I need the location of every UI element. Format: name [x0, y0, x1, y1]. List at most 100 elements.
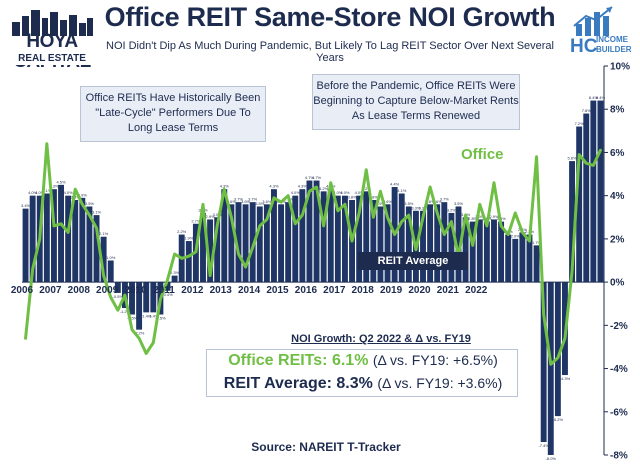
reit-average-bar [476, 219, 483, 283]
reit-average-bar [441, 202, 448, 283]
y-tick-label: 2% [610, 234, 625, 245]
reit-average-bar [65, 195, 72, 283]
bar-value-label: 4.0% [355, 190, 365, 195]
reit-average-bar [427, 204, 434, 283]
reit-average-bar [249, 202, 256, 283]
bar-value-label: -1.5% [127, 316, 138, 321]
bar-value-label: 3.8% [369, 194, 379, 199]
bar-value-label: -1.2% [120, 309, 131, 314]
annotation-late-cycle-line3: Long Lease Terms [127, 122, 219, 134]
bar-value-label: 3.7% [248, 197, 258, 202]
bar-value-label: 8.4% [596, 95, 606, 100]
reit-average-bar [569, 161, 576, 283]
reit-average-bar [263, 204, 270, 283]
bar-value-label: 2.7% [191, 218, 201, 223]
bar-value-label: 2.8% [468, 216, 478, 221]
office-line-layer [24, 142, 602, 366]
reit-average-bar [398, 193, 405, 283]
reit-average-bar [72, 199, 79, 283]
bar-value-label: 4.0% [340, 190, 350, 195]
reit-average-bar [320, 191, 327, 283]
bar-value-label: -0.4% [162, 292, 173, 297]
bar-value-label: 3.9% [78, 192, 88, 197]
y-tick-label: -8% [610, 451, 628, 462]
reit-average-bar [136, 282, 143, 330]
source-note: Source: NAREIT T-Tracker [251, 440, 401, 454]
summary-reit-line: REIT Average: 8.3% (Δ vs. FY19: +3.6%) [207, 375, 519, 393]
summary-office-value: 6.1% [331, 352, 369, 369]
bar-value-label: 7.2% [575, 121, 585, 126]
x-tick-label: 2006 [11, 285, 34, 296]
reit-average-bar [185, 241, 192, 283]
summary-office-label: Office REITs: [228, 352, 328, 369]
bar-value-label: 3.6% [241, 199, 251, 204]
annotation-below-market: Before the Pandemic, Office REITs Were B… [312, 74, 520, 130]
reit-average-bar [207, 219, 214, 283]
bar-value-label: 2.0% [511, 233, 521, 238]
income-builder-hc: HC [570, 36, 598, 57]
reit-average-bar [200, 212, 206, 283]
x-tick-label: 2017 [323, 285, 346, 296]
x-tick-label: 2007 [39, 285, 62, 296]
reit-average-bar [519, 232, 526, 283]
reit-average-bar [377, 206, 384, 283]
reit-average-bar [29, 195, 36, 283]
bar-value-label: 4.7% [305, 175, 315, 180]
reit-average-bar [164, 282, 171, 291]
reit-average-bar [214, 217, 221, 283]
bar-value-label: -0.5% [113, 294, 124, 299]
reit-average-bar [405, 206, 412, 283]
bar-value-label: 0.3% [170, 270, 180, 275]
bar-value-label: 2.9% [489, 214, 499, 219]
reit-average-bar [86, 206, 93, 283]
reit-average-bar [512, 238, 519, 283]
y-tick-label: -2% [610, 321, 628, 332]
y-tick-label: -4% [610, 364, 628, 375]
bar-value-label: 3.2% [447, 207, 457, 212]
y-tick-label: 6% [610, 148, 625, 159]
reit-average-bar [420, 210, 426, 283]
bar-value-label: 4.3% [220, 184, 230, 189]
bar-value-label: 1.9% [184, 236, 194, 241]
bar-value-label: -4.3% [560, 376, 571, 381]
bar-value-label: 3.4% [21, 203, 31, 208]
bar-value-label: 3.6% [262, 199, 272, 204]
annotation-late-cycle-line2: "Late-Cycle" Performers Due To [95, 107, 251, 119]
summary-reit-label: REIT Average: [223, 375, 332, 392]
reit-average-bar [448, 212, 455, 283]
hoya-capital-logo: HOYA CAPITAL REAL ESTATE [4, 6, 100, 72]
summary-reit-value: 8.3% [336, 375, 373, 392]
bar-value-label: 3.5% [255, 201, 265, 206]
reit-average-bar [107, 260, 114, 283]
reit-average-bar [554, 282, 561, 417]
reit-average-bar [583, 113, 590, 283]
bar-value-label: 2.2% [177, 229, 187, 234]
reit-average-bar [334, 195, 341, 283]
reit-average-bar [58, 184, 64, 283]
bar-value-label: 3.0% [213, 212, 223, 217]
page-title: Office REIT Same-Store NOI Growth [104, 2, 556, 32]
growth-arrow-icon [573, 6, 613, 36]
bar-value-label: 3.5% [376, 201, 386, 206]
bar-value-label: -8.0% [546, 456, 557, 461]
bar-value-label: 3.5% [454, 201, 464, 206]
reit-average-bar [150, 282, 157, 313]
bar-value-label: 1.7% [532, 240, 542, 245]
reit-average-bar [498, 221, 505, 283]
reit-average-bar [590, 100, 597, 283]
income-builder-word2: BUILDER [596, 45, 632, 54]
bar-value-label: 4.0% [35, 190, 45, 195]
income-builder-logo: HC INCOME BUILDER [570, 4, 636, 64]
annotation-below-market-line1: Before the Pandemic, Office REITs Were [316, 80, 516, 92]
bar-value-label: -1.4% [141, 313, 152, 318]
reit-average-bar [50, 189, 57, 283]
bar-value-label: 4.1% [42, 188, 52, 193]
bar-value-label: -2.2% [134, 331, 145, 336]
bar-value-label: 3.6% [227, 199, 237, 204]
bar-value-label: 7.8% [582, 108, 592, 113]
bar-value-label: 3.5% [404, 201, 414, 206]
reit-average-bar [455, 206, 462, 283]
bar-value-label: 2.9% [206, 214, 216, 219]
bar-value-label: -1.5% [155, 316, 166, 321]
